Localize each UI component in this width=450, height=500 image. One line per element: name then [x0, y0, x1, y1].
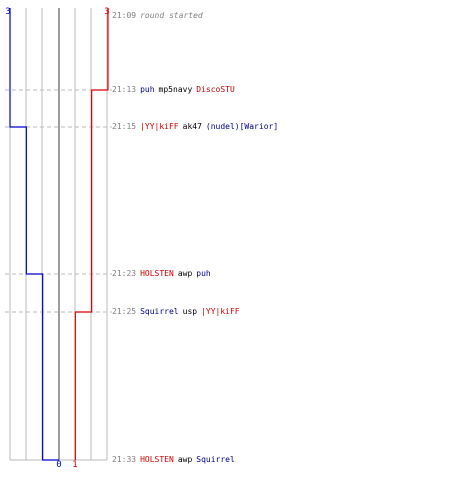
event-text: round started — [140, 11, 203, 20]
blue-start-score: 3 — [5, 7, 10, 17]
red-end-score: 1 — [72, 460, 77, 470]
event-text: Squirrel — [196, 455, 235, 464]
event-row: 21:33 HOLSTEN awp Squirrel — [112, 455, 239, 465]
event-text: mp5navy — [158, 85, 193, 94]
event-text: usp — [182, 307, 198, 316]
event-text: HOLSTEN — [140, 455, 174, 464]
event-text: DiscoSTU — [196, 85, 235, 94]
event-text: puh — [140, 85, 155, 94]
event-time: 21:25 — [112, 307, 137, 316]
red-team-score-line — [74, 8, 109, 460]
event-time: 21:23 — [112, 269, 137, 278]
event-text: HOLSTEN — [140, 269, 174, 278]
event-row: 21:13 puh mp5navy DiscoSTU — [112, 85, 239, 95]
event-text: awp — [177, 455, 193, 464]
event-time: 21:13 — [112, 85, 137, 94]
event-time: 21:09 — [112, 11, 137, 20]
red-start-score: 3 — [104, 7, 109, 17]
event-row: 21:09 round started — [112, 11, 207, 21]
event-row: 21:25 Squirrel usp |YY|kiFF — [112, 307, 244, 317]
event-row: 21:23 HOLSTEN awp puh — [112, 269, 215, 279]
blue-team-score-line — [9, 8, 59, 461]
event-text: awp — [177, 269, 193, 278]
event-text: ak47 — [182, 122, 202, 131]
event-text: (nudel)[Warior] — [205, 122, 279, 131]
event-text: Squirrel — [140, 307, 179, 316]
event-text: |YY|kiFF — [201, 307, 240, 316]
blue-end-score: 0 — [56, 460, 61, 470]
event-time: 21:15 — [112, 122, 137, 131]
event-time: 21:33 — [112, 455, 137, 464]
event-row: 21:15 |YY|kiFF ak47 (nudel)[Warior] — [112, 122, 282, 132]
event-text: puh — [196, 269, 211, 278]
event-text: |YY|kiFF — [140, 122, 179, 131]
